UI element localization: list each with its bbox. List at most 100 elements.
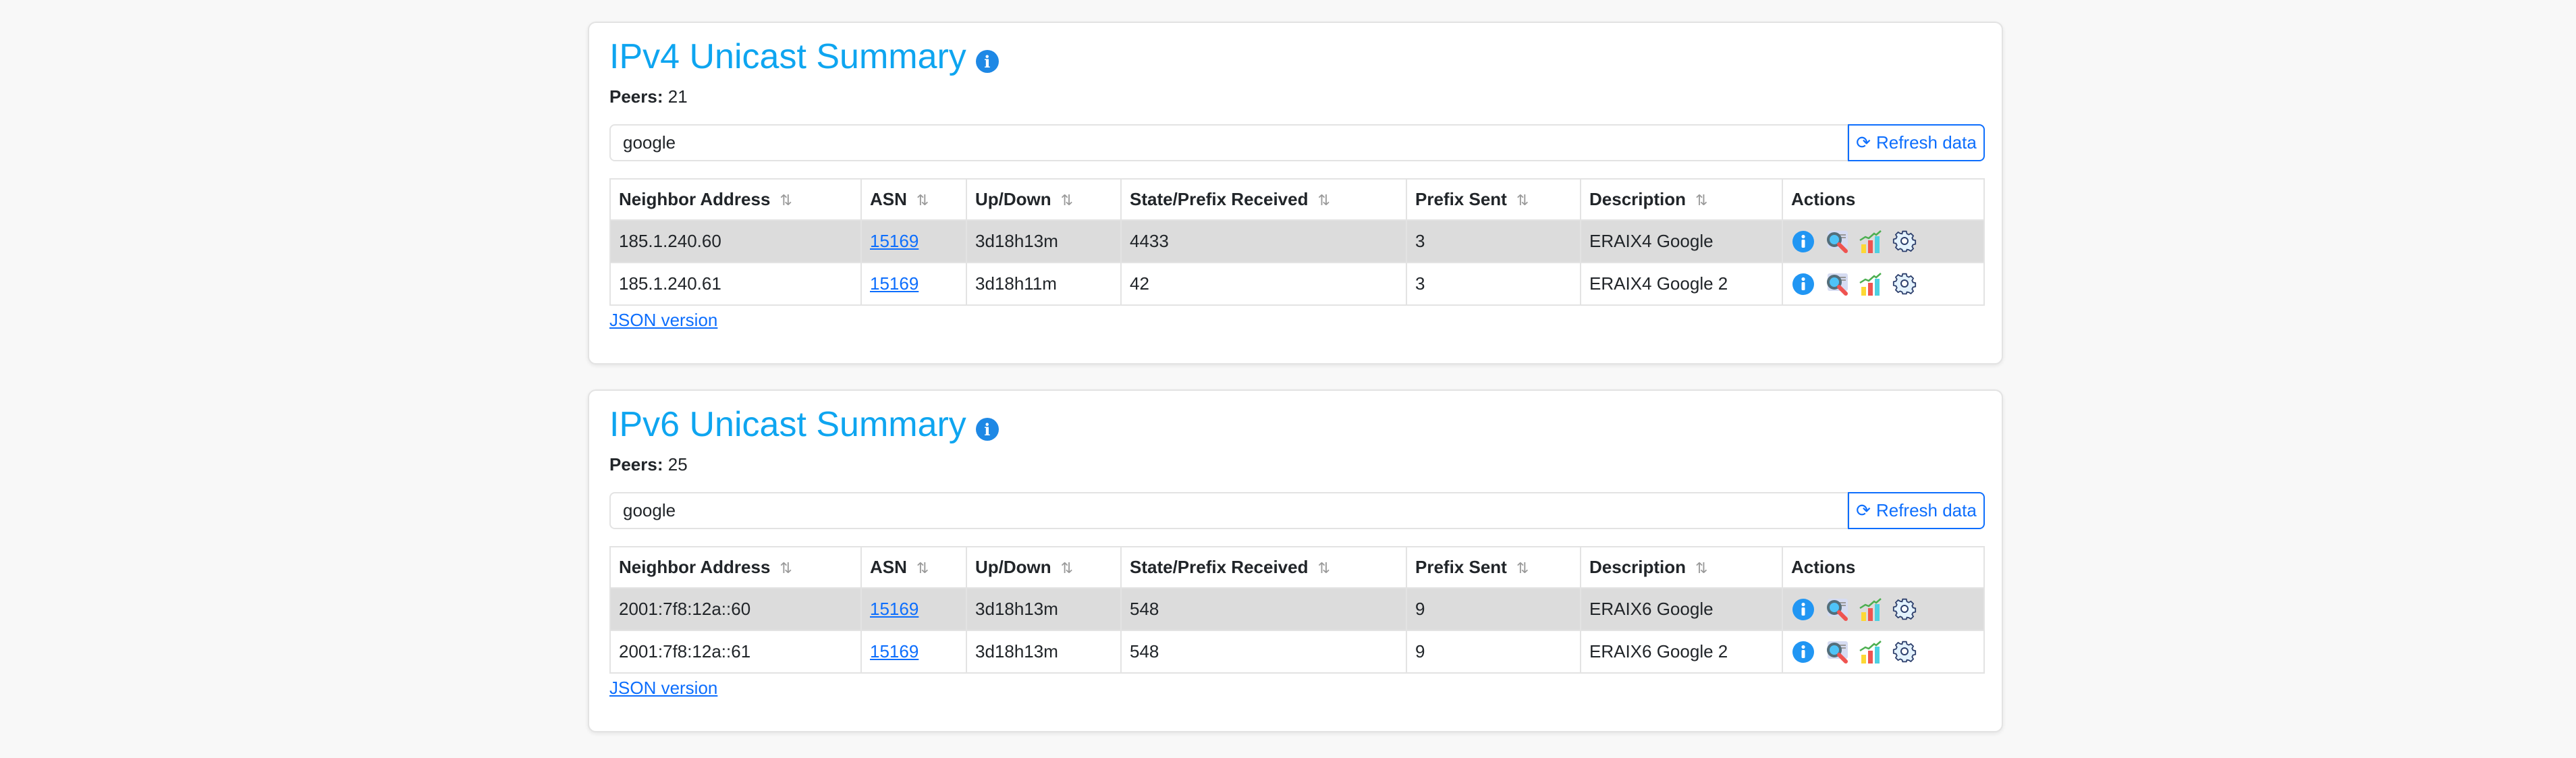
cell-received: 42 <box>1120 262 1407 306</box>
section-title: IPv6 Unicast Summary <box>609 405 966 444</box>
info-icon[interactable]: i <box>975 418 999 441</box>
cell-updown: 3d18h13m <box>966 587 1122 631</box>
json-version-link[interactable]: JSON version <box>609 310 718 330</box>
chart-icon[interactable] <box>1859 272 1883 296</box>
lookup-icon[interactable] <box>1825 272 1849 296</box>
column-header[interactable]: Prefix Sent ⇅ <box>1406 546 1581 589</box>
chart-icon[interactable] <box>1859 229 1883 254</box>
column-label: Description <box>1589 557 1687 577</box>
sort-icon[interactable]: ⇅ <box>1516 192 1529 209</box>
column-header[interactable]: Neighbor Address ⇅ <box>609 178 862 221</box>
info-icon[interactable] <box>1791 229 1815 254</box>
column-label: Neighbor Address <box>619 189 771 209</box>
column-header: Actions <box>1782 546 1985 589</box>
column-label: Description <box>1589 189 1687 209</box>
column-label: Actions <box>1791 189 1856 209</box>
neighbors-table: Neighbor Address ⇅ ASN ⇅ Up/Down ⇅ State/Prefi… <box>609 178 1985 306</box>
cell-description: ERAIX4 Google 2 <box>1580 262 1783 306</box>
column-label: Prefix Sent <box>1415 557 1507 577</box>
sort-icon[interactable]: ⇅ <box>1516 560 1529 576</box>
chart-icon[interactable] <box>1859 640 1883 664</box>
column-header[interactable]: Description ⇅ <box>1580 178 1783 221</box>
peers-count: Peers: 25 <box>609 454 688 475</box>
table-header: Neighbor Address ⇅ ASN ⇅ Up/Down ⇅ State/Prefi… <box>609 546 1985 589</box>
asn-link[interactable]: 15169 <box>870 273 919 294</box>
sort-icon[interactable]: ⇅ <box>779 192 792 209</box>
column-label: Actions <box>1791 557 1856 577</box>
info-icon[interactable] <box>1791 640 1815 664</box>
sort-icon[interactable]: ⇅ <box>1317 192 1330 209</box>
refresh-data-button[interactable]: ⟳ Refresh data <box>1848 124 1985 161</box>
sort-icon[interactable]: ⇅ <box>1695 192 1708 209</box>
sort-icon[interactable]: ⇅ <box>916 560 929 576</box>
asn-link[interactable]: 15169 <box>870 231 919 251</box>
settings-icon[interactable] <box>1892 229 1917 254</box>
json-version-link[interactable]: JSON version <box>609 678 718 698</box>
lookup-icon[interactable] <box>1825 640 1849 664</box>
chart-icon[interactable] <box>1859 597 1883 622</box>
table-row: 185.1.240.60 15169 3d18h13m 4433 3 ERAIX4 Goo… <box>609 219 1985 263</box>
column-label: State/Prefix Received <box>1130 557 1309 577</box>
cell-asn: 15169 <box>860 219 967 263</box>
lookup-icon[interactable] <box>1825 597 1849 622</box>
cell-asn: 15169 <box>860 262 967 306</box>
column-header[interactable]: Up/Down ⇅ <box>966 546 1122 589</box>
cell-sent: 3 <box>1406 219 1581 263</box>
cell-description: ERAIX6 Google 2 <box>1580 630 1783 674</box>
sort-icon[interactable]: ⇅ <box>779 560 792 576</box>
cell-neighbor: 185.1.240.61 <box>609 262 862 306</box>
settings-icon[interactable] <box>1892 272 1917 296</box>
column-header[interactable]: Prefix Sent ⇅ <box>1406 178 1581 221</box>
refresh-icon: ⟳ <box>1856 132 1871 153</box>
section-title: IPv4 Unicast Summary <box>609 37 966 76</box>
table-header: Neighbor Address ⇅ ASN ⇅ Up/Down ⇅ State/Prefi… <box>609 178 1985 221</box>
sort-icon[interactable]: ⇅ <box>1060 192 1074 209</box>
column-label: Up/Down <box>975 189 1051 209</box>
info-icon[interactable] <box>1791 272 1815 296</box>
neighbors-table: Neighbor Address ⇅ ASN ⇅ Up/Down ⇅ State/Prefi… <box>609 546 1985 674</box>
column-header[interactable]: Neighbor Address ⇅ <box>609 546 862 589</box>
cell-sent: 9 <box>1406 630 1581 674</box>
settings-icon[interactable] <box>1892 597 1917 622</box>
column-header[interactable]: ASN ⇅ <box>860 546 967 589</box>
asn-link[interactable]: 15169 <box>870 599 919 619</box>
refresh-icon: ⟳ <box>1856 500 1871 520</box>
column-header[interactable]: ASN ⇅ <box>860 178 967 221</box>
cell-description: ERAIX4 Google <box>1580 219 1783 263</box>
cell-actions <box>1782 630 1985 674</box>
sort-icon[interactable]: ⇅ <box>1695 560 1708 576</box>
lookup-icon[interactable] <box>1825 229 1849 254</box>
sort-icon[interactable]: ⇅ <box>1060 560 1074 576</box>
sort-icon[interactable]: ⇅ <box>1317 560 1330 576</box>
cell-sent: 3 <box>1406 262 1581 306</box>
column-header[interactable]: State/Prefix Received ⇅ <box>1120 178 1407 221</box>
cell-updown: 3d18h13m <box>966 219 1122 263</box>
ipv6-summary-card: IPv6 Unicast Summary i Peers: 25 google ⟳… <box>588 389 2003 732</box>
cell-received: 548 <box>1120 630 1407 674</box>
search-input[interactable]: google <box>609 492 1848 529</box>
settings-icon[interactable] <box>1892 640 1917 664</box>
info-icon[interactable]: i <box>975 50 999 73</box>
column-header[interactable]: Description ⇅ <box>1580 546 1783 589</box>
cell-asn: 15169 <box>860 587 967 631</box>
cell-actions <box>1782 262 1985 306</box>
cell-actions <box>1782 219 1985 263</box>
refresh-data-button[interactable]: ⟳ Refresh data <box>1848 492 1985 529</box>
cell-sent: 9 <box>1406 587 1581 631</box>
asn-link[interactable]: 15169 <box>870 641 919 661</box>
table-row: 2001:7f8:12a::60 15169 3d18h13m 548 9 ERAIX6 … <box>609 587 1985 631</box>
column-header[interactable]: Up/Down ⇅ <box>966 178 1122 221</box>
cell-asn: 15169 <box>860 630 967 674</box>
cell-description: ERAIX6 Google <box>1580 587 1783 631</box>
info-icon[interactable] <box>1791 597 1815 622</box>
ipv4-summary-card: IPv4 Unicast Summary i Peers: 21 google ⟳… <box>588 22 2003 364</box>
column-label: Neighbor Address <box>619 557 771 577</box>
column-header[interactable]: State/Prefix Received ⇅ <box>1120 546 1407 589</box>
column-label: ASN <box>870 557 907 577</box>
table-row: 185.1.240.61 15169 3d18h11m 42 3 ERAIX4 Googl… <box>609 262 1985 306</box>
table-row: 2001:7f8:12a::61 15169 3d18h13m 548 9 ERAIX6 … <box>609 630 1985 674</box>
column-label: Prefix Sent <box>1415 189 1507 209</box>
cell-actions <box>1782 587 1985 631</box>
search-input[interactable]: google <box>609 124 1848 161</box>
sort-icon[interactable]: ⇅ <box>916 192 929 209</box>
